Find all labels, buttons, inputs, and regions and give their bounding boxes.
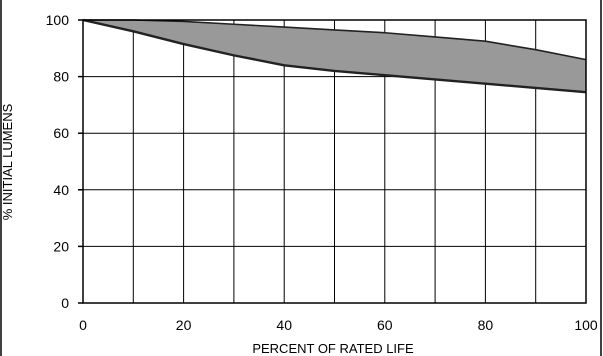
lower-bound-line xyxy=(82,18,587,94)
series-line-layer xyxy=(82,18,587,94)
x-tick-label: 40 xyxy=(276,317,292,333)
x-tick-label: 0 xyxy=(79,317,87,333)
x-tick-label: 80 xyxy=(478,317,494,333)
x-tick-label: 60 xyxy=(377,317,393,333)
y-tick-label: 100 xyxy=(46,12,70,28)
x-tick-label: 100 xyxy=(574,317,598,333)
x-axis-title: PERCENT OF RATED LIFE xyxy=(252,341,414,356)
lumen-band-layer xyxy=(83,20,586,93)
plot-frame xyxy=(82,19,587,304)
y-tick-label: 40 xyxy=(53,182,69,198)
y-tick-label: 60 xyxy=(53,125,69,141)
y-tick-labels: 0 20 40 60 80 100 xyxy=(46,12,70,311)
y-axis-title: % INITIAL LUMENS xyxy=(0,103,15,220)
y-tick-label: 80 xyxy=(53,69,69,85)
axes-layer xyxy=(78,19,587,304)
x-tick-labels: 0 20 40 60 80 100 xyxy=(79,317,598,333)
y-tick-label: 0 xyxy=(61,295,69,311)
upper-bound-line xyxy=(83,19,587,61)
x-tick-label: 20 xyxy=(176,317,192,333)
y-tick-label: 20 xyxy=(53,238,69,254)
lumen-range-band xyxy=(83,20,586,93)
